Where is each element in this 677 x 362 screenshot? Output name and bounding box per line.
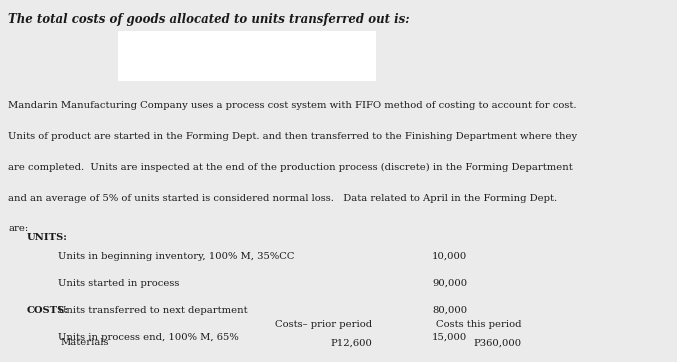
Text: Mandarin Manufacturing Company uses a process cost system with FIFO method of co: Mandarin Manufacturing Company uses a pr… [8, 101, 577, 110]
Text: are:: are: [8, 224, 28, 233]
Text: Materials: Materials [61, 338, 110, 348]
Text: 80,000: 80,000 [432, 306, 467, 315]
Text: Costs– prior period: Costs– prior period [276, 320, 372, 329]
Text: Units of product are started in the Forming Dept. and then transferred to the Fi: Units of product are started in the Form… [8, 132, 577, 141]
Text: Units transferred to next department: Units transferred to next department [58, 306, 247, 315]
Text: are completed.  Units are inspected at the end of the production process (discre: are completed. Units are inspected at th… [8, 163, 573, 172]
Text: Costs this period: Costs this period [436, 320, 521, 329]
Text: 10,000: 10,000 [432, 252, 467, 261]
Text: Units started in process: Units started in process [58, 279, 179, 288]
Text: Units in beginning inventory, 100% M, 35%CC: Units in beginning inventory, 100% M, 35… [58, 252, 294, 261]
Text: UNITS:: UNITS: [27, 233, 68, 243]
Text: and an average of 5% of units started is considered normal loss.   Data related : and an average of 5% of units started is… [8, 194, 557, 203]
Text: P12,600: P12,600 [330, 338, 372, 348]
Text: 15,000: 15,000 [432, 333, 467, 342]
Text: P360,000: P360,000 [473, 338, 521, 348]
Text: 90,000: 90,000 [432, 279, 467, 288]
Text: Units in process end, 100% M, 65%: Units in process end, 100% M, 65% [58, 333, 238, 342]
Text: The total costs of goods allocated to units transferred out is:: The total costs of goods allocated to un… [8, 13, 410, 26]
Text: COSTS:: COSTS: [27, 306, 69, 315]
